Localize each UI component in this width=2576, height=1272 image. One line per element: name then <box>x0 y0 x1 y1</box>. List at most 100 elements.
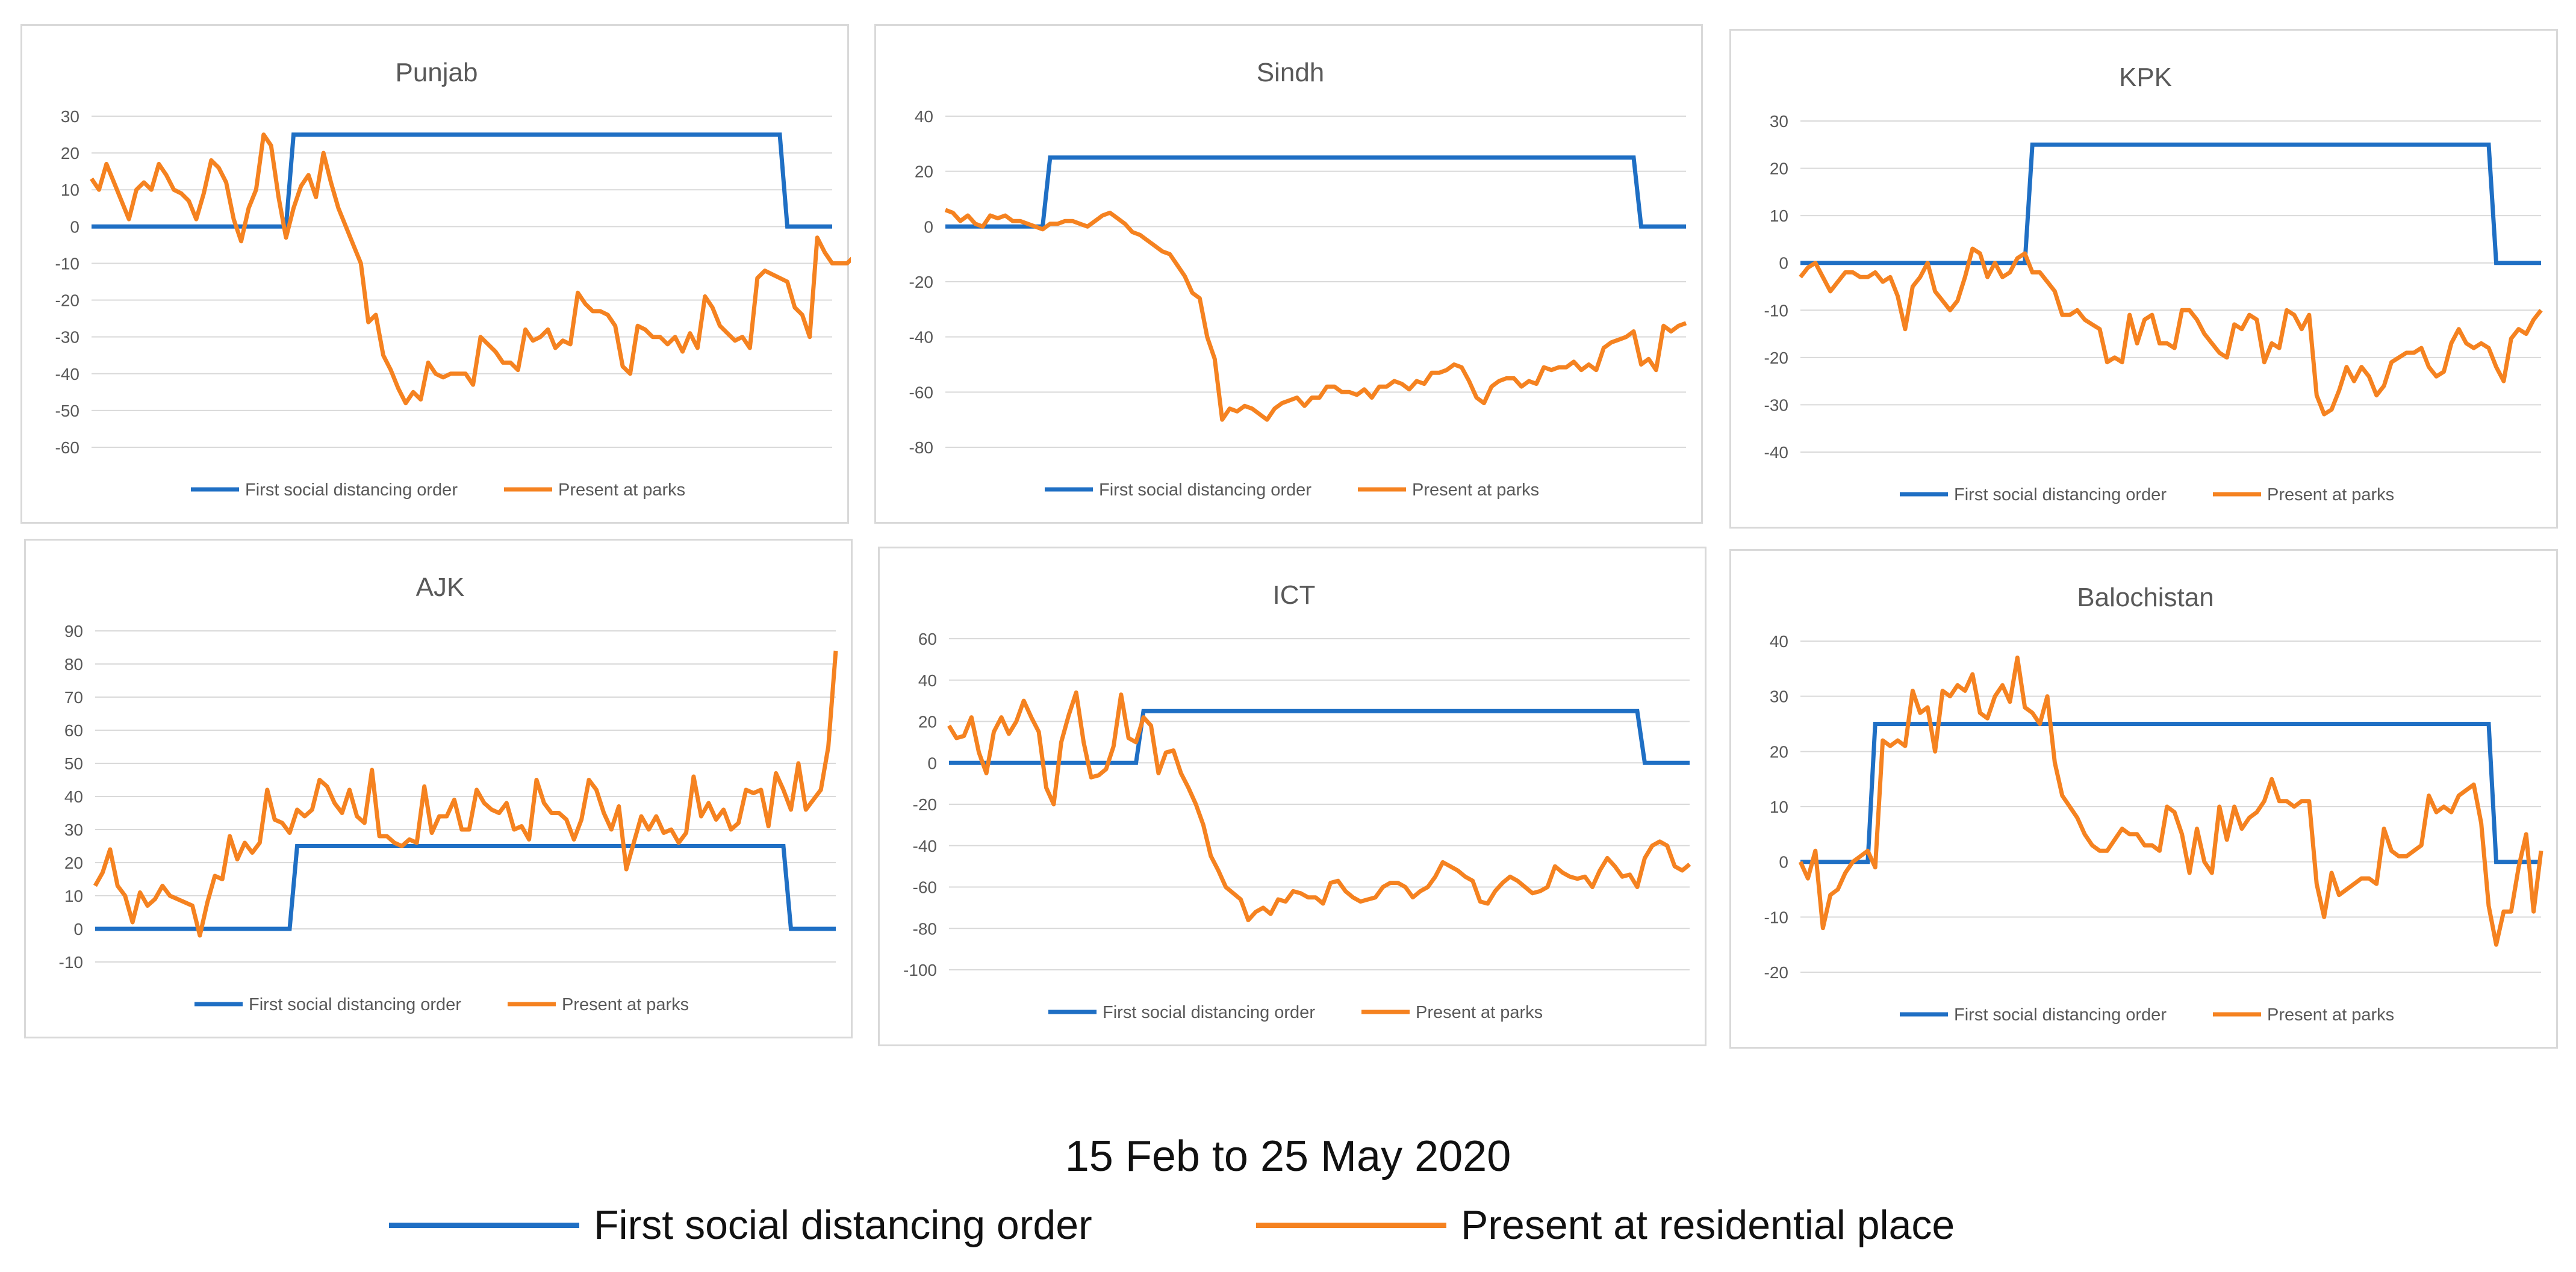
y-tick-label: 10 <box>64 887 83 905</box>
y-tick-label: -100 <box>903 961 937 979</box>
y-tick-label: 0 <box>73 920 83 938</box>
y-tick-label: 30 <box>64 821 83 839</box>
series-line-present-at-parks <box>93 650 838 938</box>
legend-label-parks: Present at parks <box>562 995 689 1014</box>
y-tick-label: -50 <box>55 402 79 420</box>
bottom-legend-residential: Present at residential place <box>1256 1198 1955 1252</box>
chart-svg-ict: ICT 60 40 20 0 -20 -40 -60 -80 -100 First social d… <box>903 580 1691 1022</box>
y-tick-label: -20 <box>1764 963 1788 982</box>
chart-title: Balochistan <box>2077 583 2214 612</box>
y-tick-label: 0 <box>1779 853 1788 872</box>
y-tick-label: 20 <box>1770 742 1788 761</box>
y-tick-label: -80 <box>909 438 933 457</box>
chart-title: AJK <box>416 572 465 602</box>
legend-label-order: First social distancing order <box>1103 1003 1315 1022</box>
bottom-legend-order-label: First social distancing order <box>594 1202 1092 1248</box>
legend-label-order: First social distancing order <box>1099 480 1311 500</box>
y-tick-label: 10 <box>61 181 79 199</box>
chart-title: ICT <box>1273 580 1316 610</box>
series-line-social-distancing-order <box>92 132 832 229</box>
y-tick-label: 40 <box>915 107 933 126</box>
chart-svg-punjab: Punjab 30 20 10 0 -10 -20 -30 -40 -50 -60 First soc… <box>55 58 851 500</box>
y-tick-label: 40 <box>64 787 83 806</box>
y-tick-label: 20 <box>915 163 933 181</box>
chart-panel-balochistan: Balochistan 40 30 20 10 0 -10 -20 First social d… <box>1729 549 2558 1049</box>
chart-panel-kpk: KPK 30 20 10 0 -10 -20 -30 -40 First social dista… <box>1729 29 2558 529</box>
y-tick-label: 20 <box>64 854 83 872</box>
legend-label-parks: Present at parks <box>1412 480 1539 500</box>
y-tick-label: -40 <box>1764 443 1788 462</box>
legend-label-parks: Present at parks <box>2267 1005 2394 1025</box>
legend-label-parks: Present at parks <box>2267 485 2394 504</box>
y-tick-label: -40 <box>55 365 79 383</box>
y-tick-label: 0 <box>1779 254 1788 273</box>
series-line-social-distancing-order <box>949 709 1690 765</box>
chart-svg-sindh: Sindh 40 20 0 -20 -40 -60 -80 First social dista… <box>909 58 1687 500</box>
y-tick-label: 30 <box>1770 687 1788 706</box>
chart-title: Punjab <box>395 58 478 87</box>
series-line-present-at-parks <box>90 132 851 406</box>
y-tick-label: -10 <box>59 953 83 972</box>
y-tick-label: -20 <box>913 795 937 814</box>
y-tick-label: -10 <box>1764 908 1788 926</box>
y-tick-label: -40 <box>909 328 933 347</box>
chart-svg-ajk: AJK 90 80 70 60 50 40 30 20 10 0 -10 First social di… <box>59 572 838 1014</box>
chart-title: KPK <box>2119 63 2172 92</box>
bottom-legend-order-swatch <box>389 1222 579 1228</box>
chart-svg-kpk: KPK 30 20 10 0 -10 -20 -30 -40 First social dista… <box>1764 63 2543 504</box>
series-line-social-distancing-order <box>1800 142 2541 265</box>
y-tick-label: 40 <box>1770 632 1788 651</box>
series-line-social-distancing-order <box>1800 722 2541 864</box>
y-tick-label: 90 <box>64 622 83 641</box>
y-tick-label: 60 <box>64 721 83 740</box>
y-tick-label: 0 <box>70 217 79 236</box>
y-tick-label: -20 <box>909 273 933 291</box>
bottom-legend-order: First social distancing order <box>389 1198 1092 1252</box>
y-tick-label: -10 <box>55 254 79 273</box>
chart-panel-ajk: AJK 90 80 70 60 50 40 30 20 10 0 -10 First social di… <box>24 539 853 1038</box>
series-line-social-distancing-order <box>945 155 1686 229</box>
y-tick-label: -10 <box>1764 301 1788 320</box>
chart-panel-sindh: Sindh 40 20 0 -20 -40 -60 -80 First social dista… <box>874 24 1703 524</box>
y-tick-label: -60 <box>909 383 933 402</box>
y-tick-label: 20 <box>1770 160 1788 178</box>
chart-panel-punjab: Punjab 30 20 10 0 -10 -20 -30 -40 -50 -60 First soc… <box>20 24 851 524</box>
y-tick-label: 40 <box>918 671 937 690</box>
y-tick-label: -80 <box>913 919 937 938</box>
bottom-legend: First social distancing order Present at… <box>0 1198 2576 1252</box>
y-tick-label: 80 <box>64 655 83 674</box>
legend-label-order: First social distancing order <box>245 480 458 500</box>
period-title: 15 Feb to 25 May 2020 <box>1065 1132 1511 1180</box>
legend-label-order: First social distancing order <box>1954 485 2167 504</box>
series-line-social-distancing-order <box>95 844 836 931</box>
y-tick-label: 60 <box>918 630 937 648</box>
y-tick-label: 30 <box>1770 112 1788 131</box>
y-tick-label: -30 <box>1764 396 1788 414</box>
y-tick-label: 0 <box>924 217 933 236</box>
y-tick-label: -40 <box>913 837 937 855</box>
series-line-present-at-parks <box>944 208 1687 422</box>
y-tick-label: 20 <box>61 144 79 163</box>
legend-label-parks: Present at parks <box>558 480 685 500</box>
series-line-present-at-parks <box>947 690 1691 922</box>
y-tick-label: 10 <box>1770 798 1788 816</box>
y-tick-label: 0 <box>927 754 937 772</box>
y-tick-label: 20 <box>918 713 937 731</box>
y-tick-label: -20 <box>55 291 79 310</box>
legend-label-order: First social distancing order <box>249 995 461 1014</box>
bottom-legend-residential-swatch <box>1256 1222 1446 1228</box>
chart-panel-ict: ICT 60 40 20 0 -20 -40 -60 -80 -100 First social d… <box>878 547 1706 1046</box>
y-tick-label: 30 <box>61 107 79 126</box>
legend-label-parks: Present at parks <box>1416 1003 1543 1022</box>
y-tick-label: 10 <box>1770 206 1788 225</box>
y-tick-label: -60 <box>55 438 79 457</box>
y-tick-label: -60 <box>913 878 937 897</box>
y-tick-label: -30 <box>55 328 79 347</box>
y-tick-label: 50 <box>64 754 83 773</box>
y-tick-label: 70 <box>64 688 83 707</box>
y-tick-label: -20 <box>1764 349 1788 367</box>
legend-label-order: First social distancing order <box>1954 1005 2167 1025</box>
bottom-legend-residential-label: Present at residential place <box>1461 1202 1955 1248</box>
series-line-present-at-parks <box>1799 246 2543 417</box>
chart-title: Sindh <box>1257 58 1325 87</box>
